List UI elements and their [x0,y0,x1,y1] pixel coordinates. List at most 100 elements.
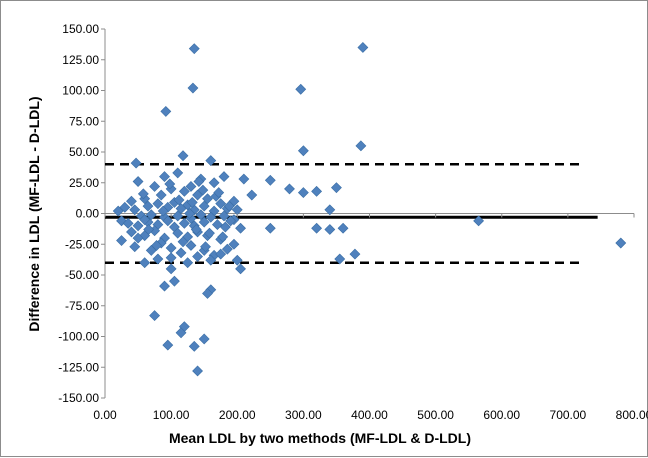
data-point [173,194,185,206]
data-point [213,187,225,199]
data-point [615,237,627,249]
data-point [223,200,235,212]
x-axis-ticks: 0.00 100.00 200.00 300.00 400.00 500.00 600.00… [93,213,648,422]
data-point [132,220,144,232]
data-point [184,208,196,219]
y-tick-label: 125.00 [62,53,99,67]
data-point [218,171,230,183]
data-point [324,204,336,216]
x-axis-title: Mean LDL by two methods (MF-LDL & D-LDL) [169,430,471,446]
data-point [190,224,202,235]
data-point [192,251,203,262]
y-axis-title: Difference in LDL (MF-LDL - D-LDL) [26,96,42,331]
data-point [145,209,157,221]
y-tick-label: -50.00 [65,268,99,282]
data-point [129,204,141,216]
data-point [130,157,142,169]
y-tick-label: 25.00 [69,176,99,190]
data-point [185,240,197,251]
data-point [205,155,217,167]
data-point [284,183,295,195]
data-point [264,222,276,234]
data-point [143,224,155,235]
y-tick-label: 50.00 [69,145,99,159]
data-point [205,211,217,223]
data-point [187,82,199,94]
y-tick-label: -25.00 [65,237,99,251]
data-point [218,210,230,222]
data-point [198,216,210,228]
data-point [349,248,361,260]
data-point [331,182,342,194]
data-point [177,150,189,162]
data-point [149,181,161,192]
x-tick-label: 700.00 [550,408,587,422]
y-tick-label: -100.00 [58,330,99,344]
x-tick-label: 500.00 [417,408,454,422]
data-point [175,247,187,259]
data-point [202,288,213,299]
data-point [126,195,137,207]
data-point [178,217,190,229]
data-point [132,176,144,187]
y-tick-label: 75.00 [69,114,99,128]
data-point [165,242,177,254]
data-point [264,174,276,186]
data-point [162,339,174,351]
data-point [238,173,250,185]
data-point [221,243,233,255]
data-point [211,219,223,230]
data-point [165,263,177,275]
x-tick-label: 100.00 [153,408,190,422]
data-point [204,227,215,239]
data-point [116,235,127,246]
data-point [311,222,323,234]
data-point [122,217,134,229]
data-point [137,188,149,200]
data-point [297,145,309,157]
data-point [139,257,151,269]
y-tick-label: -150.00 [58,391,99,405]
y-tick-label: 100.00 [62,84,99,98]
data-point [186,197,198,208]
x-tick-label: 400.00 [351,408,388,422]
data-point [219,221,231,233]
data-point [334,253,346,265]
data-point [192,365,203,377]
data-point [172,227,184,239]
data-point [235,263,246,275]
data-point [297,187,309,199]
x-tick-label: 200.00 [219,408,256,422]
data-point [198,200,210,212]
data-point [160,105,172,117]
data-point [129,241,141,253]
data-point [162,215,174,227]
data-point [164,178,176,190]
data-point [246,189,258,201]
data-point [139,214,151,226]
data-point [473,215,485,227]
data-point [159,171,170,183]
data-point [231,254,243,266]
data-point [169,275,180,287]
data-point [185,181,197,192]
data-point [175,327,187,339]
data-point [193,176,205,187]
data-point [126,226,137,238]
data-point [225,215,237,227]
y-tick-label: 0.00 [76,207,100,221]
data-point [157,205,169,217]
data-point [149,310,161,322]
data-point [172,210,184,222]
y-tick-label: -75.00 [65,299,99,313]
data-point [178,185,190,197]
data-point [152,198,164,210]
data-point [215,198,227,210]
data-point [188,43,200,55]
data-point [217,231,229,243]
data-point [311,185,323,197]
data-point [202,193,213,205]
data-point [182,257,194,269]
data-point [155,189,167,201]
